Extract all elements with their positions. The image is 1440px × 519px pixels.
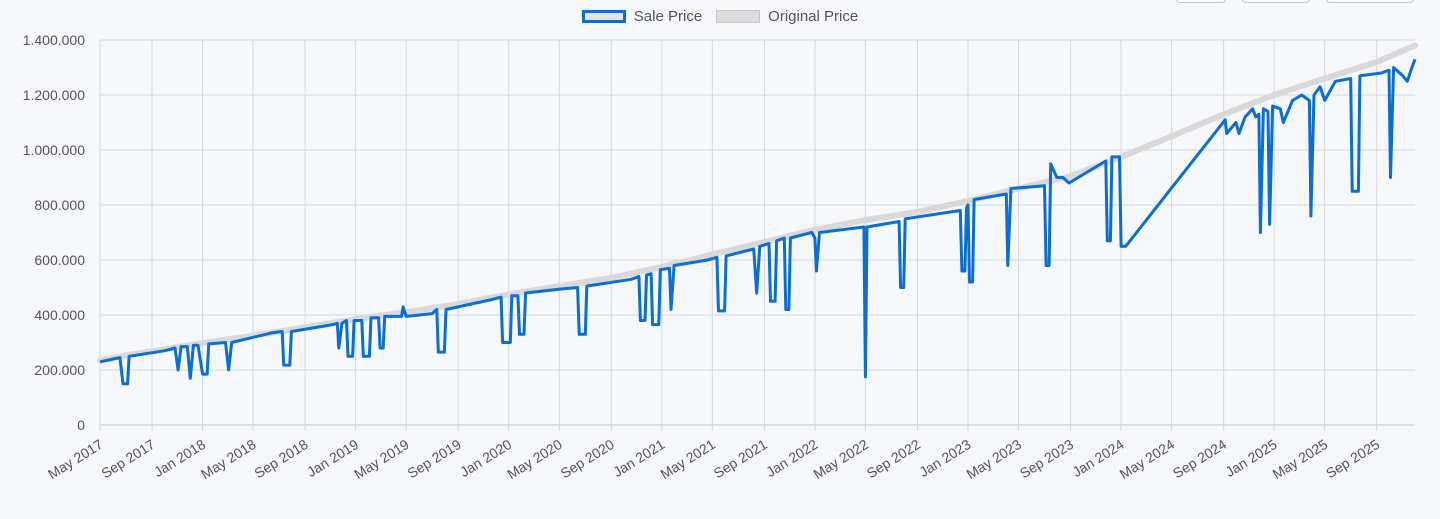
x-tick-label: May 2020 [504,436,565,482]
grid-lines [99,39,1415,431]
x-tick-label: Jan 2023 [916,436,974,480]
legend-original-label: Original Price [768,8,859,25]
y-tick-label: 1.000.000 [23,142,85,158]
x-tick-label: Sep 2023 [1017,436,1076,481]
x-tick-label: Jan 2021 [610,436,668,480]
original-price-line [97,42,1418,364]
sale-price-line [99,58,1417,386]
legend-item-original-price[interactable]: Original Price [716,8,858,25]
x-tick-label: May 2025 [1270,436,1331,482]
y-tick-label: 0 [77,417,85,433]
y-tick-label: 400.000 [34,307,85,323]
x-tick-label: Jan 2020 [457,436,515,480]
y-tick-label: 1.200.000 [23,87,85,103]
x-tick-label: Sep 2024 [1170,436,1229,481]
chart-legend: Sale Price Original Price [0,8,1440,25]
series-layer [97,42,1418,386]
x-tick-label: Jan 2025 [1222,436,1280,480]
x-tick-label: Sep 2022 [864,436,923,481]
y-tick-label: 1.400.000 [23,32,85,48]
x-tick-label: May 2022 [810,436,871,482]
x-tick-label: Jan 2022 [763,436,821,480]
x-tick-label: May 2024 [1117,436,1178,482]
x-tick-label: May 2017 [45,436,106,482]
y-tick-label: 600.000 [34,252,85,268]
legend-sale-label: Sale Price [633,8,703,25]
sale-price-swatch [581,10,626,23]
y-axis: 0 200.000 400.000 600.000 800.000 1.000.000 1.… [23,32,86,433]
x-tick-label: Jan 2024 [1069,436,1127,480]
x-tick-label: Sep 2020 [558,436,617,481]
x-tick-label: Sep 2019 [404,436,463,481]
x-tick-label: Jan 2019 [304,436,362,480]
x-tick-label: Sep 2021 [711,436,770,481]
range-tabs [1176,0,1414,3]
x-tick-label: Sep 2025 [1323,436,1382,481]
x-tick-label: May 2019 [351,436,412,482]
x-tick-label: Jan 2018 [151,436,209,480]
x-tick-label: May 2023 [963,436,1024,482]
plot-background [100,40,1415,425]
y-tick-label: 800.000 [34,197,85,213]
legend-item-sale-price[interactable]: Sale Price [581,8,703,25]
x-tick-label: May 2021 [657,436,718,482]
x-tick-label: Sep 2017 [98,436,157,481]
x-tick-label: Sep 2018 [251,436,310,481]
y-tick-label: 200.000 [34,362,85,378]
original-price-swatch [716,10,761,23]
x-tick-label: May 2018 [198,436,259,482]
